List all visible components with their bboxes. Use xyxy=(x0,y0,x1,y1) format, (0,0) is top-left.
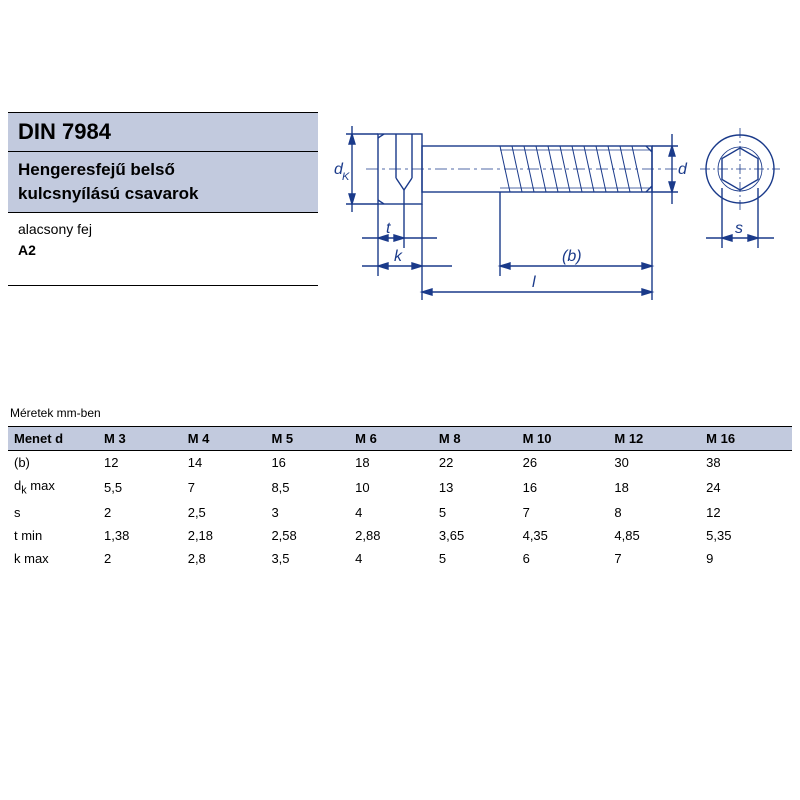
table-caption: Méretek mm-ben xyxy=(8,406,792,426)
cell: 22 xyxy=(433,451,517,475)
standard-title: DIN 7984 xyxy=(8,112,318,152)
cell: 4 xyxy=(349,501,433,524)
cell: 6 xyxy=(517,547,609,570)
desc-line-1: alacsony fej xyxy=(18,221,92,237)
svg-text:d: d xyxy=(678,161,688,178)
dimensions-table-area: Méretek mm-ben Menet d M 3 M 4 M 5 M 6 M… xyxy=(8,406,792,570)
product-title: Hengeresfejű belső kulcsnyílású csavarok xyxy=(8,152,318,213)
col-header: M 4 xyxy=(182,427,266,451)
cell: 26 xyxy=(517,451,609,475)
cell: 8,5 xyxy=(265,474,349,501)
col-header: M 10 xyxy=(517,427,609,451)
table-row: (b)1214161822263038 xyxy=(8,451,792,475)
col-header: Menet d xyxy=(8,427,98,451)
desc-line-2: A2 xyxy=(18,242,36,258)
technical-diagram: d K d t k (b) xyxy=(322,88,790,318)
cell: 7 xyxy=(182,474,266,501)
cell: 9 xyxy=(700,547,792,570)
title-line-2: kulcsnyílású csavarok xyxy=(18,184,199,203)
cell: 2,5 xyxy=(182,501,266,524)
svg-text:l: l xyxy=(532,274,536,291)
row-label: (b) xyxy=(8,451,98,475)
cell: 12 xyxy=(98,451,182,475)
cell: 4,35 xyxy=(517,524,609,547)
cell: 2 xyxy=(98,547,182,570)
cell: 8 xyxy=(608,501,700,524)
table-row: s22,53457812 xyxy=(8,501,792,524)
cell: 5,35 xyxy=(700,524,792,547)
cell: 5 xyxy=(433,501,517,524)
row-label: s xyxy=(8,501,98,524)
table-body: (b)1214161822263038dk max5,578,510131618… xyxy=(8,451,792,570)
cell: 2 xyxy=(98,501,182,524)
col-header: M 3 xyxy=(98,427,182,451)
cell: 13 xyxy=(433,474,517,501)
col-header: M 12 xyxy=(608,427,700,451)
cell: 2,18 xyxy=(182,524,266,547)
cell: 30 xyxy=(608,451,700,475)
col-header: M 16 xyxy=(700,427,792,451)
svg-text:K: K xyxy=(342,171,350,183)
description: alacsony fej A2 xyxy=(8,213,318,286)
table-row: dk max5,578,51013161824 xyxy=(8,474,792,501)
cell: 7 xyxy=(517,501,609,524)
header-block: DIN 7984 Hengeresfejű belső kulcsnyílású… xyxy=(8,112,318,286)
cell: 1,38 xyxy=(98,524,182,547)
cell: 4,85 xyxy=(608,524,700,547)
svg-text:s: s xyxy=(735,220,743,237)
cell: 10 xyxy=(349,474,433,501)
table-row: k max22,83,545679 xyxy=(8,547,792,570)
cell: 2,58 xyxy=(265,524,349,547)
cell: 16 xyxy=(265,451,349,475)
cell: 7 xyxy=(608,547,700,570)
svg-text:t: t xyxy=(386,220,391,237)
cell: 2,88 xyxy=(349,524,433,547)
cell: 14 xyxy=(182,451,266,475)
table-header-row: Menet d M 3 M 4 M 5 M 6 M 8 M 10 M 12 M … xyxy=(8,427,792,451)
cell: 12 xyxy=(700,501,792,524)
cell: 18 xyxy=(608,474,700,501)
dimensions-table: Menet d M 3 M 4 M 5 M 6 M 8 M 10 M 12 M … xyxy=(8,426,792,570)
cell: 24 xyxy=(700,474,792,501)
title-line-1: Hengeresfejű belső xyxy=(18,160,175,179)
col-header: M 6 xyxy=(349,427,433,451)
cell: 5 xyxy=(433,547,517,570)
cell: 3 xyxy=(265,501,349,524)
cell: 18 xyxy=(349,451,433,475)
row-label: t min xyxy=(8,524,98,547)
cell: 2,8 xyxy=(182,547,266,570)
cell: 3,65 xyxy=(433,524,517,547)
cell: 5,5 xyxy=(98,474,182,501)
col-header: M 8 xyxy=(433,427,517,451)
cell: 38 xyxy=(700,451,792,475)
cell: 16 xyxy=(517,474,609,501)
row-label: dk max xyxy=(8,474,98,501)
cell: 4 xyxy=(349,547,433,570)
svg-text:(b): (b) xyxy=(562,248,582,265)
cell: 3,5 xyxy=(265,547,349,570)
col-header: M 5 xyxy=(265,427,349,451)
table-row: t min1,382,182,582,883,654,354,855,35 xyxy=(8,524,792,547)
svg-text:k: k xyxy=(394,248,403,265)
row-label: k max xyxy=(8,547,98,570)
